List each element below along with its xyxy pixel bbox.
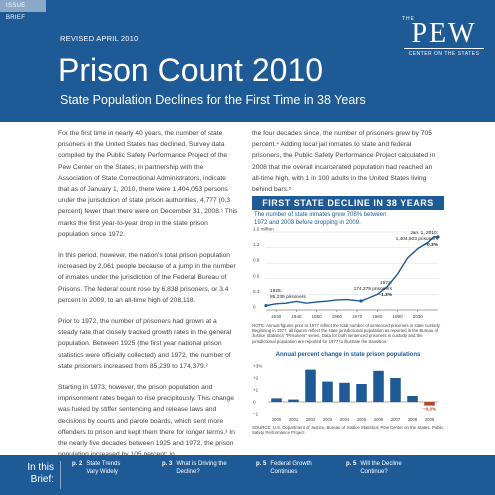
x-tick-label: 2004 xyxy=(340,417,350,422)
line-chart: 1.5 million 1.2 0.9 0.6 0.3 0 1930 1940 1950 1960… xyxy=(253,227,440,319)
x-tick-label: 2001 xyxy=(289,417,299,422)
y-tick-label: +1 xyxy=(253,388,259,393)
footer-link-label: State Trends Vary Widely xyxy=(86,461,121,475)
annotation-2010-count: 1,404,503 prisoners xyxy=(396,236,439,242)
x-tick-label: 1950 xyxy=(311,314,322,319)
x-tick-label: 1990 xyxy=(392,314,403,319)
logo-the: THE xyxy=(402,16,415,22)
x-tick-label: 2000 xyxy=(272,417,282,422)
x-tick-label: 1960 xyxy=(332,314,343,319)
bar-2001 xyxy=(288,399,299,402)
body-left-column: For the first time in nearly 40 years, t… xyxy=(58,128,238,470)
bar-2002 xyxy=(305,369,316,402)
bar-2000 xyxy=(271,398,282,402)
x-tick-label: 1930 xyxy=(271,314,282,319)
x-tick-label: 2007 xyxy=(391,417,401,422)
bar-2009 xyxy=(424,402,435,406)
x-tick-label: 1970 xyxy=(352,314,363,319)
footer-divider xyxy=(60,461,61,489)
bar-chart: +3% +2 +1 0 −1 2000 2001 2002 2003 2004 2005 2006 20… xyxy=(253,364,438,422)
chart-note: NOTE: Annual figures prior to 1977 refle… xyxy=(252,323,441,344)
bar-2005 xyxy=(356,384,367,402)
data-point xyxy=(264,303,268,308)
bar-value-label-2009: −0.3% xyxy=(423,407,436,412)
bar-2003 xyxy=(322,381,333,402)
data-point xyxy=(359,299,363,303)
annotation-1972-count: 174,379 prisoners xyxy=(354,286,393,292)
body-right-paragraph: the four decades since, the number of pr… xyxy=(252,130,436,194)
footer-link-federal-growth[interactable]: p. 5 Federal Growth Continues xyxy=(256,461,320,476)
chart-source: SOURCE: U.S. Department of Justice, Bure… xyxy=(252,425,444,436)
chart-subtitle: The number of state inmates grew 708% be… xyxy=(254,212,387,226)
footer-link-label: Federal Growth Continues xyxy=(270,461,312,475)
footer-link-driving-decline[interactable]: p. 3 What is Driving the Decline? xyxy=(162,461,228,476)
pew-logo: THE PEW CENTER ON THE STATES xyxy=(398,16,490,57)
annotation-2010-change: −0.3% xyxy=(424,242,438,248)
logo-tagline: CENTER ON THE STATES xyxy=(408,51,480,57)
x-tick-label: 2006 xyxy=(374,417,384,422)
header-banner: ISSUE BRIEF REVISED APRIL 2010 Prison Co… xyxy=(0,0,495,122)
issue-brief-tab: ISSUE BRIEF xyxy=(0,0,46,21)
x-tick-label: 2000 xyxy=(413,314,424,319)
y-tick-label: +3% xyxy=(253,364,262,369)
y-tick-label: 0.9 xyxy=(253,258,260,263)
footer-link-label: What is Driving the Decline? xyxy=(176,461,227,475)
body-paragraph: For the first time in nearly 40 years, t… xyxy=(58,130,238,238)
in-this-brief-label: In this Brief: xyxy=(27,462,54,485)
data-point xyxy=(436,235,440,239)
annotation-2010: Jan. 1, 2010: xyxy=(410,230,438,236)
y-tick-label: 0.6 xyxy=(253,273,260,278)
footer-page-number: p. 3 xyxy=(162,461,173,467)
x-tick-label: 2002 xyxy=(306,417,316,422)
logo-name: PEW xyxy=(411,18,477,49)
y-tick-label: 0.3 xyxy=(253,289,260,294)
x-tick-label: 2003 xyxy=(323,417,333,422)
bar-2006 xyxy=(373,370,384,402)
y-tick-label: 1.5 million xyxy=(253,227,274,232)
y-tick-label: 1.2 xyxy=(253,242,260,247)
body-paragraph: Prior to 1972, the number of prisoners h… xyxy=(58,318,232,370)
x-tick-label: 1980 xyxy=(372,314,383,319)
annotation-1925-count: 85,239 prisoners xyxy=(270,294,306,300)
x-tick-label: 2008 xyxy=(408,417,418,422)
page-title: Prison Count 2010 xyxy=(58,52,324,88)
bar-2008 xyxy=(407,396,418,402)
chart-header: FIRST STATE DECLINE IN 38 YEARS xyxy=(252,196,444,210)
annotation-1972: 1972: xyxy=(380,280,392,286)
body-paragraph: In this period, however, the nation’s to… xyxy=(58,252,236,304)
footer-page-number: p. 5 xyxy=(346,461,357,467)
chart-box: FIRST STATE DECLINE IN 38 YEARS The numb… xyxy=(252,196,444,435)
logo-rule xyxy=(404,48,484,49)
footer-bar: In this Brief: p. 2 State Trends Vary Wid… xyxy=(0,455,495,495)
y-tick-label: +2 xyxy=(253,376,259,381)
body-paragraph: Starting in 1973, however, the prison po… xyxy=(58,384,235,458)
x-tick-label: 1940 xyxy=(291,314,302,319)
footer-link-decline-continue[interactable]: p. 5 Will the Decline Continue? xyxy=(346,461,414,476)
revised-date: REVISED APRIL 2010 xyxy=(60,34,139,43)
footer-page-number: p. 2 xyxy=(72,461,83,467)
footer-page-number: p. 5 xyxy=(256,461,267,467)
annotation-1972-change: −1.3% xyxy=(378,292,392,298)
bar-chart-title: Annual percent change in state prison po… xyxy=(275,352,421,358)
footer-link-state-trends[interactable]: p. 2 State Trends Vary Widely xyxy=(72,461,132,476)
bar-2007 xyxy=(390,378,401,402)
y-tick-label: 0 xyxy=(253,305,256,310)
footer-link-label: Will the Decline Continue? xyxy=(360,461,402,475)
annotation-1925: 1925: xyxy=(270,288,282,294)
x-tick-label: 2009 xyxy=(425,417,435,422)
y-tick-label: −1 xyxy=(253,412,259,417)
bar-2004 xyxy=(339,382,350,402)
page-subtitle: State Population Declines for the First … xyxy=(60,93,366,107)
y-tick-label: 0 xyxy=(253,400,256,405)
x-tick-label: 2005 xyxy=(357,417,367,422)
series-line-state-prisoners xyxy=(265,235,439,307)
